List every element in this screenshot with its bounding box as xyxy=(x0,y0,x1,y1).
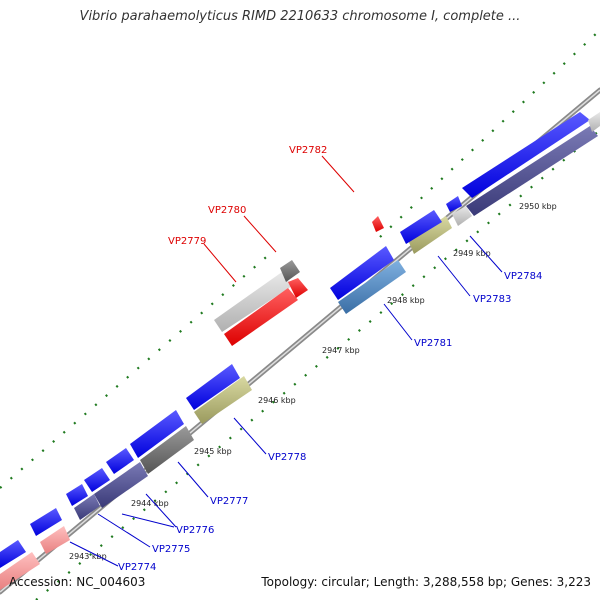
gene-block[interactable] xyxy=(452,206,472,226)
gene-label-vp2774[interactable]: VP2774 xyxy=(118,562,156,573)
gene-label-vp2780[interactable]: VP2780 xyxy=(208,205,246,216)
topology-summary: Topology: circular; Length: 3,288,558 bp… xyxy=(261,575,591,589)
kbp-label-2946: 2946 kbp xyxy=(258,396,296,405)
gene-vp2778[interactable] xyxy=(194,376,252,424)
gene-block[interactable] xyxy=(466,126,598,216)
gene-block[interactable] xyxy=(186,364,240,410)
gene-label-vp2779[interactable]: VP2779 xyxy=(168,236,206,247)
gene-vp2776[interactable] xyxy=(94,462,148,508)
gene-label-vp2784[interactable]: VP2784 xyxy=(504,271,542,282)
gene-block[interactable] xyxy=(288,278,308,298)
gene-block[interactable] xyxy=(280,260,300,282)
gene-block[interactable] xyxy=(84,468,110,492)
gene-label-vp2783[interactable]: VP2783 xyxy=(473,294,511,305)
gene-label-vp2782[interactable]: VP2782 xyxy=(289,145,327,156)
gene-vp2782[interactable] xyxy=(372,216,384,232)
gene-block[interactable] xyxy=(0,552,40,590)
gene-vp2781[interactable] xyxy=(338,260,406,314)
gene-vp2777[interactable] xyxy=(140,426,194,474)
accession-text: Accession: NC_004603 xyxy=(9,575,146,589)
gene-block[interactable] xyxy=(130,410,184,458)
gene-block[interactable] xyxy=(400,210,442,244)
gene-label-vp2775[interactable]: VP2775 xyxy=(152,544,190,555)
gene-vp2780[interactable] xyxy=(224,288,298,346)
gene-block[interactable] xyxy=(330,246,394,300)
gene-vp2779[interactable] xyxy=(214,272,292,332)
gene-vp2775[interactable] xyxy=(74,494,100,520)
gene-block[interactable] xyxy=(0,540,26,568)
gene-label-vp2777[interactable]: VP2777 xyxy=(210,496,248,507)
kbp-label-2950: 2950 kbp xyxy=(519,202,557,211)
gene-block[interactable] xyxy=(30,508,62,536)
kbp-label-2944: 2944 kbp xyxy=(131,499,169,508)
gene-label-vp2776[interactable]: VP2776 xyxy=(176,525,214,536)
kbp-label-2949: 2949 kbp xyxy=(453,249,491,258)
gene-block[interactable] xyxy=(66,484,88,506)
gene-vp2784[interactable] xyxy=(462,112,590,198)
gene-block[interactable] xyxy=(106,448,134,474)
kbp-label-2947: 2947 kbp xyxy=(322,346,360,355)
kbp-label-2948: 2948 kbp xyxy=(387,296,425,305)
gene-labels: VP2774 VP2775 VP2776 VP2777 VP2778 VP277… xyxy=(118,145,542,573)
gene-label-vp2781[interactable]: VP2781 xyxy=(414,338,452,349)
kbp-label-2945: 2945 kbp xyxy=(194,447,232,456)
kbp-labels: 2943 kbp 2944 kbp 2945 kbp 2946 kbp 2947… xyxy=(69,202,557,561)
gene-label-vp2778[interactable]: VP2778 xyxy=(268,452,306,463)
gene-block[interactable] xyxy=(446,196,462,212)
kbp-label-2943: 2943 kbp xyxy=(69,552,107,561)
map-title: Vibrio parahaemolyticus RIMD 2210633 chr… xyxy=(79,9,521,24)
gene-block[interactable] xyxy=(588,112,600,132)
gene-vp2783[interactable] xyxy=(408,216,452,254)
gene-vp2774[interactable] xyxy=(40,526,70,554)
label-leaders xyxy=(69,155,503,567)
gene-features xyxy=(0,112,600,590)
inner-tick-track xyxy=(35,129,600,600)
